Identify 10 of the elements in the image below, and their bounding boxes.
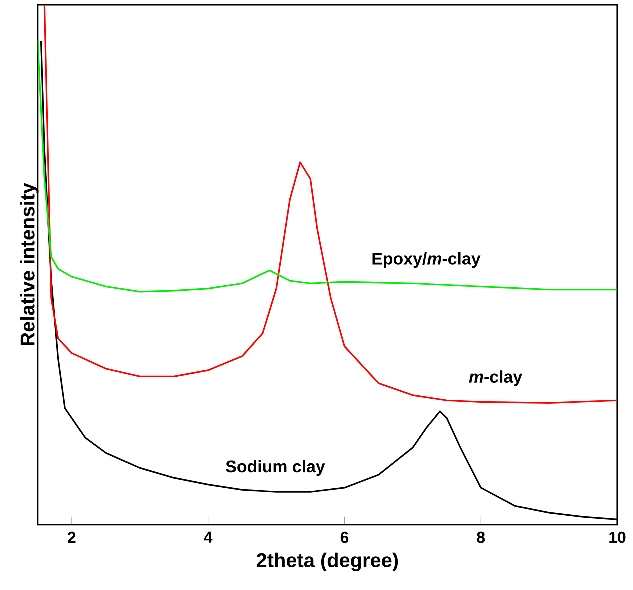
series-label: Epoxy/m-clay [372,252,481,268]
x-tick-label: 2 [68,532,76,544]
series-label: Sodium clay [226,460,326,476]
x-tick-label: 6 [340,532,349,544]
x-tick-label: 10 [610,532,626,544]
series-label: m-clay [469,370,523,387]
y-axis-title: Relative intensity [20,183,39,346]
x-tick-label: 8 [477,532,486,544]
x-axis-title: 2theta (degree) [256,553,398,572]
x-tick-label: 4 [204,532,213,544]
